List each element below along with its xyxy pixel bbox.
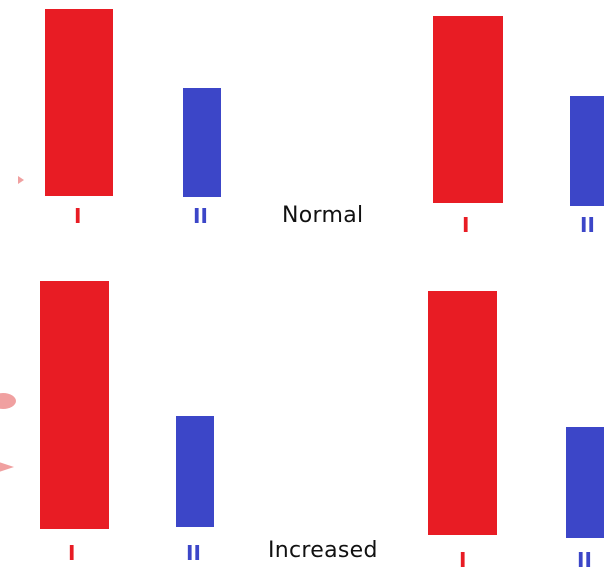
label-normal-right-II: II: [580, 213, 595, 237]
label-increased-right-I: I: [459, 548, 467, 572]
bar-increased-right-II: [566, 427, 604, 538]
condition-label-increased: Increased: [268, 538, 378, 563]
bar-normal-right-I: [433, 16, 503, 203]
bar-increased-right-I: [428, 291, 497, 535]
label-increased-right-II: II: [577, 548, 592, 572]
bar-normal-left-I: [45, 9, 113, 196]
bar-normal-right-II: [570, 96, 604, 206]
label-normal-left-II: II: [193, 204, 208, 228]
label-normal-right-I: I: [462, 213, 470, 237]
bar-increased-left-II: [176, 416, 214, 527]
pink-arrow-mark-icon: [0, 461, 14, 473]
condition-label-normal: Normal: [282, 203, 364, 228]
arrow-mark-icon: [18, 176, 24, 184]
pink-blob-mark-icon: [0, 393, 16, 409]
bar-normal-left-II: [183, 88, 221, 197]
label-increased-left-II: II: [186, 541, 201, 565]
label-increased-left-I: I: [68, 541, 76, 565]
label-normal-left-I: I: [74, 204, 82, 228]
bar-increased-left-I: [40, 281, 109, 529]
